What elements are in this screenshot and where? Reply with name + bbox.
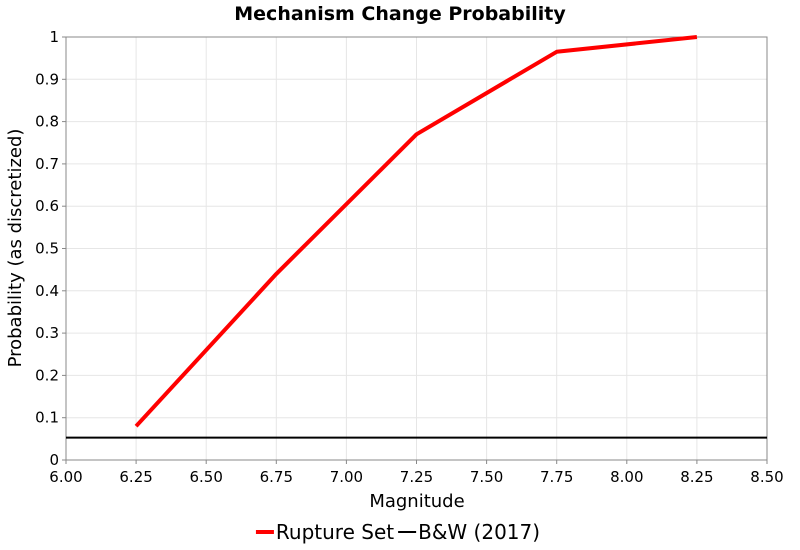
legend-label-bw-2017: B&W (2017) [418,520,540,544]
x-tick-label: 8.25 [680,468,713,486]
x-tick-label: 6.75 [260,468,293,486]
x-tick-label: 7.25 [400,468,433,486]
series-layer [66,35,767,439]
y-tick-label: 0.9 [35,70,59,88]
chart-title: Mechanism Change Probability [234,3,566,25]
y-tick-label: 0.3 [35,324,59,342]
x-tick-label: 7.50 [470,468,503,486]
x-tick-label: 8.00 [610,468,643,486]
y-tick-label: 0.1 [35,409,59,427]
x-tick-label: 6.50 [189,468,222,486]
y-tick-label: 1 [49,28,59,46]
legend: Rupture Set B&W (2017) [255,520,540,544]
y-tick-label: 0.4 [35,282,59,300]
y-tick-label: 0.7 [35,155,59,173]
y-tick-label: 0.5 [35,240,59,258]
x-axis-label: Magnitude [369,491,464,512]
x-tick-label: 7.00 [330,468,363,486]
y-tick-label: 0.6 [35,197,59,215]
series-line-rupture-set [134,35,698,428]
legend-label-rupture-set: Rupture Set [276,520,394,544]
y-tick-label: 0 [49,451,59,469]
y-tick-label: 0.2 [35,366,59,384]
x-tick-label: 6.00 [49,468,82,486]
x-tick-label: 7.75 [540,468,573,486]
grid [65,36,768,461]
y-axis-ticks: 0 0.1 0.2 0.3 0.4 0.5 0.6 0.7 0.8 0.9 1 [35,28,66,469]
y-tick-label: 0.8 [35,113,59,131]
x-tick-label: 6.25 [119,468,152,486]
x-tick-label: 8.50 [750,468,783,486]
y-axis-label: Probability (as discretized) [5,129,26,368]
x-axis-ticks: 6.00 6.25 6.50 6.75 7.00 7.25 7.50 7.75 8.00 8.25… [49,460,784,486]
